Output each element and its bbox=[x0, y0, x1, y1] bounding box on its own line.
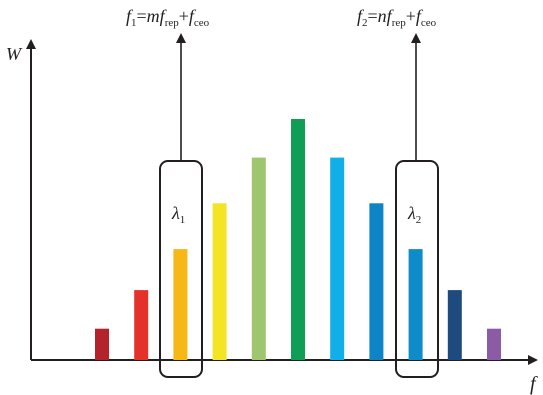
comb-line-8 bbox=[369, 203, 384, 360]
frequency-equation-2: f2=nfrep+fceo bbox=[357, 6, 437, 29]
comb-lines bbox=[95, 119, 501, 360]
x-axis-label: f bbox=[530, 373, 538, 395]
comb-line-11 bbox=[487, 328, 501, 360]
comb-line-5 bbox=[251, 157, 266, 360]
frequency-equation-1: f1=mfrep+fceo bbox=[126, 6, 210, 29]
selected-line-1: λ1 f1=mfrep+fceo bbox=[126, 6, 210, 378]
comb-line-2 bbox=[134, 290, 149, 360]
comb-line-7 bbox=[330, 157, 345, 360]
comb-line-1 bbox=[95, 328, 109, 360]
selected-line-2: λ2 f2=nfrep+fceo bbox=[357, 6, 439, 378]
comb-line-10 bbox=[447, 290, 462, 360]
comb-line-6 bbox=[291, 119, 305, 360]
wavelength-label-2: λ2 bbox=[407, 203, 421, 226]
y-axis-label: W bbox=[6, 44, 23, 64]
wavelength-label-1: λ1 bbox=[171, 203, 185, 226]
comb-line-3 bbox=[173, 249, 188, 360]
comb-line-9 bbox=[408, 249, 423, 360]
comb-line-4 bbox=[212, 203, 227, 360]
selection-box-2 bbox=[395, 160, 439, 378]
